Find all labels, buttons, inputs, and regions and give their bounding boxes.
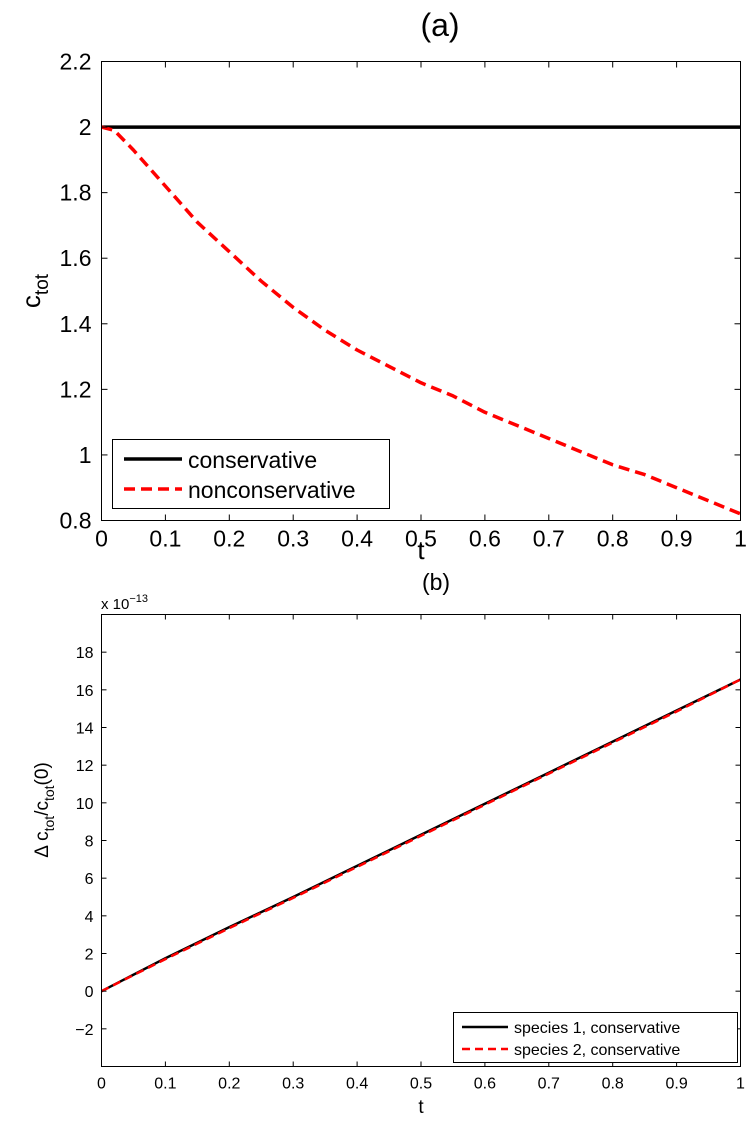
- panel-b-ylabel-part-3: /c: [32, 801, 53, 816]
- panel-b-legend: species 1, conservative species 2, conse…: [453, 1012, 738, 1063]
- panel-b-ytick-label-5: 8: [85, 834, 94, 851]
- panel-b-y-ticks: −2 0 2 4 6 8 10 12 14 16 18: [75, 645, 741, 1039]
- panel-b-ytick-label-6: 10: [76, 796, 94, 813]
- panel-b-ytick-label-9: 16: [76, 683, 94, 700]
- panel-a-plot-area: [101, 125, 742, 516]
- panel-b-xtick-label-3: 0.3: [282, 1076, 304, 1093]
- panel-a-xtick-label-3: 0.3: [277, 526, 309, 552]
- panel-a-ytick-label-0: 0.8: [60, 508, 92, 534]
- panel-a-ytick-label-1: 1: [79, 442, 92, 468]
- panel-b-legend-label-species-1: species 1, conservative: [514, 1020, 680, 1037]
- panel-b-ylabel: Δ ctot/ctot(0): [32, 762, 57, 858]
- panel-a-ytick-label-5: 1.8: [60, 180, 92, 206]
- panel-b-xtick-label-4: 0.4: [346, 1076, 368, 1093]
- panel-a-legend-box: [112, 439, 390, 509]
- panel-a-series-line-2: [101, 125, 742, 516]
- panel-a-ytick-label-2: 1.2: [60, 376, 92, 402]
- panel-b-ylabel-part-4: tot: [41, 785, 57, 801]
- panel-a-xtick-label-7: 0.7: [533, 526, 565, 552]
- panel-a-xtick-label-9: 0.9: [661, 526, 693, 552]
- panel-b-title: (b): [422, 569, 450, 595]
- panel-b-xtick-label-1: 0.1: [154, 1076, 176, 1093]
- panel-a-ylabel-main: c: [16, 295, 46, 308]
- panel-a-xtick-label-8: 0.8: [597, 526, 629, 552]
- panel-b-ytick-label-0: −2: [75, 1022, 93, 1039]
- panel-b-ytick-label-4: 6: [85, 871, 94, 888]
- panel-b-exponent-label: x 10−13: [101, 593, 148, 613]
- panel-b-axes-box: [101, 614, 741, 1067]
- panel-b-ylabel-part-1: Δ c: [32, 831, 53, 857]
- panel-b-xtick-label-8: 0.8: [602, 1076, 624, 1093]
- panel-b-legend-box: [453, 1012, 738, 1063]
- panel-b-ylabel-part-5: (0): [32, 762, 53, 785]
- panel-a-legend-label-conservative: conservative: [188, 447, 317, 473]
- panel-a-xtick-label-2: 0.2: [213, 526, 245, 552]
- panel-b-xtick-label-9: 0.9: [665, 1076, 687, 1093]
- panel-a-xtick-label-0: 0: [95, 526, 108, 552]
- panel-a-x-ticks: 0 0.1 0.2 0.3 0.4 0.5 0.6 0.7 0.8 0.9 1: [95, 61, 747, 552]
- panel-a-ytick-label-6: 2: [79, 114, 92, 140]
- panel-b-xtick-label-5: 0.5: [410, 1076, 432, 1093]
- panel-a-ylabel-sub: tot: [32, 273, 53, 295]
- panel-b-exponent-power: −13: [129, 593, 148, 605]
- panel-b-ytick-label-7: 12: [76, 758, 94, 775]
- panel-b-xtick-label-2: 0.2: [218, 1076, 240, 1093]
- panel-b-xlabel: t: [418, 1097, 424, 1118]
- panel-a-ytick-label-4: 1.6: [60, 245, 92, 271]
- panel-b-ytick-label-2: 2: [85, 947, 94, 964]
- panel-b-legend-label-species-2: species 2, conservative: [514, 1042, 680, 1059]
- panel-b-ylabel-part-2: tot: [41, 816, 57, 832]
- panel-b-x-ticks: 0 0.1 0.2 0.3 0.4 0.5 0.6 0.7 0.8 0.9 1: [97, 614, 745, 1093]
- panel-a-xtick-label-10: 1: [734, 526, 747, 552]
- panel-a-legend: conservative nonconservative: [112, 439, 390, 509]
- panel-b-exponent-base: x 10: [101, 596, 129, 613]
- panel-b-ytick-label-1: 0: [85, 984, 94, 1001]
- panel-b-ytick-label-3: 4: [85, 909, 94, 926]
- panel-a-xlabel: t: [417, 535, 425, 565]
- panel-b-plot-area: [100, 678, 742, 993]
- panel-a-xtick-label-4: 0.4: [341, 526, 373, 552]
- panel-b-ytick-label-8: 14: [76, 721, 94, 738]
- panel-a-title: (a): [420, 7, 459, 43]
- panel-a-ylabel: ctot: [16, 273, 53, 308]
- panel-a-ytick-label-7: 2.2: [60, 49, 92, 75]
- panel-a-xtick-label-6: 0.6: [469, 526, 501, 552]
- panel-a-legend-label-nonconservative: nonconservative: [188, 477, 356, 503]
- panel-b-xtick-label-0: 0: [97, 1076, 106, 1093]
- panel-a: (a) 0 0.1 0.2 0.3 0.4 0.5 0.6 0.7 0.8 0.9 1 0.8 1 1.…: [16, 7, 747, 565]
- panel-a-xtick-label-5: 0.5: [405, 526, 437, 552]
- panel-a-xtick-label-1: 0.1: [149, 526, 181, 552]
- panel-a-ytick-label-3: 1.4: [60, 311, 92, 337]
- panel-a-y-ticks: 0.8 1 1.2 1.4 1.6 1.8 2 2.2: [60, 49, 741, 534]
- panel-b-xtick-label-6: 0.6: [474, 1076, 496, 1093]
- panel-b-ytick-label-10: 18: [76, 645, 94, 662]
- panel-b: (b) x 10−13 0 0.1 0.2 0.3 0.4 0.5 0.6 0.7 0.8 0.9…: [32, 569, 745, 1118]
- panel-b-series-line-2: [100, 678, 742, 993]
- panel-b-xtick-label-10: 1: [736, 1076, 745, 1093]
- panel-b-xtick-label-7: 0.7: [538, 1076, 560, 1093]
